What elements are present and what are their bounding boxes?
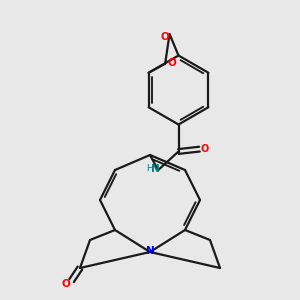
Text: O: O — [201, 143, 209, 154]
Text: H: H — [146, 164, 153, 173]
Text: O: O — [167, 58, 176, 68]
Text: O: O — [62, 279, 70, 289]
Text: N: N — [151, 164, 160, 174]
Text: N: N — [146, 245, 155, 256]
Text: O: O — [160, 32, 169, 42]
